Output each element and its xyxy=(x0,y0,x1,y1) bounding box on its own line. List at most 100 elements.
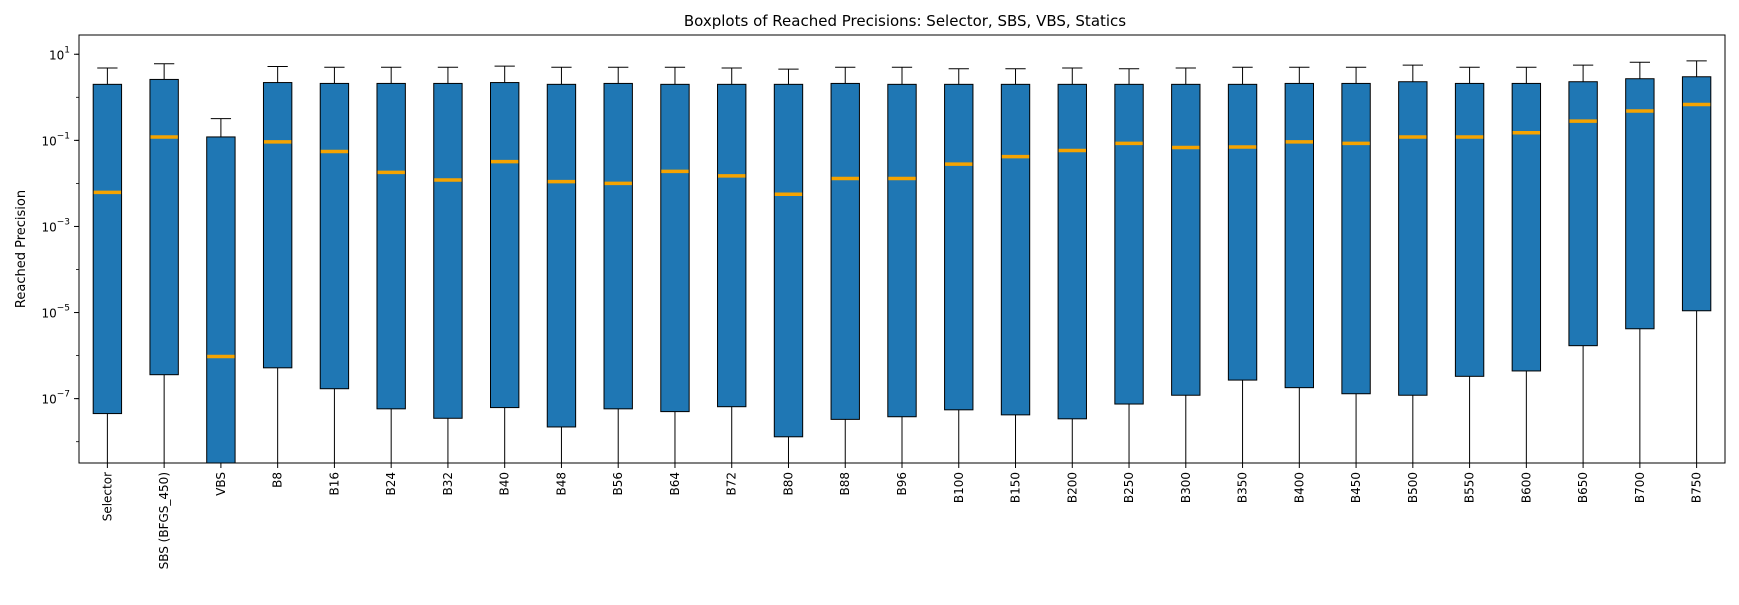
box xyxy=(1625,78,1655,330)
y-axis: 101 10−1 10−3 10−5 10−7 xyxy=(41,45,79,443)
box xyxy=(944,83,974,411)
x-tick-label: B24 xyxy=(384,472,398,496)
x-tick-label: Selector xyxy=(100,472,114,521)
box xyxy=(1057,83,1087,420)
x-tick-label: B200 xyxy=(1065,472,1079,503)
box-group xyxy=(944,68,974,463)
box-group xyxy=(773,68,804,463)
x-tick-label: B650 xyxy=(1576,472,1590,503)
box xyxy=(717,83,747,408)
y-tick-label: 10−3 xyxy=(41,217,70,234)
x-tick-label: B56 xyxy=(611,472,625,496)
box-group xyxy=(1114,68,1144,463)
box-group xyxy=(1284,66,1315,463)
x-tick-label: B500 xyxy=(1406,472,1420,503)
box xyxy=(660,83,690,413)
box xyxy=(1398,81,1428,396)
box-group xyxy=(717,67,747,463)
box xyxy=(376,82,406,410)
box-group xyxy=(1511,66,1542,463)
box xyxy=(1568,81,1598,347)
x-tick-label: B40 xyxy=(498,472,512,496)
x-axis: Selector SBS (BFGS_450) VBS B8 B16 B24 B32 B40 B… xyxy=(100,463,1704,569)
box xyxy=(546,83,577,428)
box xyxy=(1511,82,1542,372)
box xyxy=(1000,83,1031,416)
box xyxy=(1341,82,1371,395)
box xyxy=(490,82,520,409)
box-group xyxy=(1681,60,1712,463)
x-tick-label: B450 xyxy=(1349,472,1363,503)
plot-frame xyxy=(78,34,1726,464)
box xyxy=(92,83,123,415)
box-group xyxy=(433,66,463,463)
box-group xyxy=(603,66,633,463)
box-group xyxy=(1454,66,1485,463)
x-tick-label: B350 xyxy=(1236,472,1250,503)
y-tick-label: 101 xyxy=(49,45,70,62)
box xyxy=(830,82,860,420)
y-tick-label: 10−5 xyxy=(41,304,70,321)
box-group xyxy=(660,66,690,463)
x-tick-label: B88 xyxy=(838,472,852,496)
box xyxy=(1114,83,1144,405)
box-group xyxy=(1341,66,1371,463)
box xyxy=(433,82,463,419)
x-tick-label: B300 xyxy=(1179,472,1193,503)
box-group xyxy=(1057,67,1087,463)
x-tick-label: B550 xyxy=(1463,472,1477,503)
box-group xyxy=(830,66,860,463)
boxes-layer xyxy=(92,60,1712,464)
box-group xyxy=(490,65,520,463)
x-tick-label: B8 xyxy=(271,472,285,488)
x-tick-label: B72 xyxy=(725,472,739,496)
box xyxy=(319,82,350,390)
box-group xyxy=(92,67,123,463)
x-tick-label: B16 xyxy=(327,472,341,496)
box-group xyxy=(1568,64,1598,463)
x-tick-label: B100 xyxy=(952,472,966,503)
box-group xyxy=(1227,66,1258,463)
x-tick-label: B64 xyxy=(668,472,682,496)
box xyxy=(206,136,236,464)
box-group xyxy=(319,66,350,463)
x-tick-label: B600 xyxy=(1519,472,1533,503)
box-group xyxy=(1000,68,1031,463)
box-group xyxy=(1398,64,1428,463)
x-tick-label: B48 xyxy=(554,472,568,496)
box xyxy=(1284,82,1315,389)
box-group xyxy=(1171,67,1201,463)
box-group xyxy=(206,118,236,464)
box-group xyxy=(887,66,917,463)
box xyxy=(1171,83,1201,396)
x-tick-label: SBS (BFGS_450) xyxy=(157,472,171,569)
box xyxy=(603,82,633,410)
box-group xyxy=(1625,61,1655,463)
y-tick-label: 10−7 xyxy=(41,390,70,407)
x-tick-label: B250 xyxy=(1122,472,1136,503)
x-tick-label: B96 xyxy=(895,472,909,496)
box xyxy=(1227,83,1258,381)
x-tick-label: B400 xyxy=(1292,472,1306,503)
box-group xyxy=(262,65,293,463)
box-group xyxy=(546,66,577,463)
box xyxy=(149,78,179,376)
box xyxy=(887,83,917,418)
box xyxy=(262,82,293,369)
x-tick-label: B80 xyxy=(781,472,795,496)
box-group xyxy=(376,66,406,463)
x-tick-label: B700 xyxy=(1633,472,1647,503)
box-group xyxy=(149,63,179,463)
x-tick-label: B32 xyxy=(441,472,455,496)
box xyxy=(1454,82,1485,377)
x-tick-label: VBS xyxy=(214,472,228,496)
box xyxy=(1681,76,1712,312)
y-tick-label: 10−1 xyxy=(41,131,70,148)
x-tick-label: B750 xyxy=(1690,472,1704,503)
box xyxy=(773,83,804,438)
chart-title: Boxplots of Reached Precisions: Selector… xyxy=(684,12,1126,30)
y-axis-label: Reached Precision xyxy=(14,190,29,308)
x-tick-label: B150 xyxy=(1009,472,1023,503)
